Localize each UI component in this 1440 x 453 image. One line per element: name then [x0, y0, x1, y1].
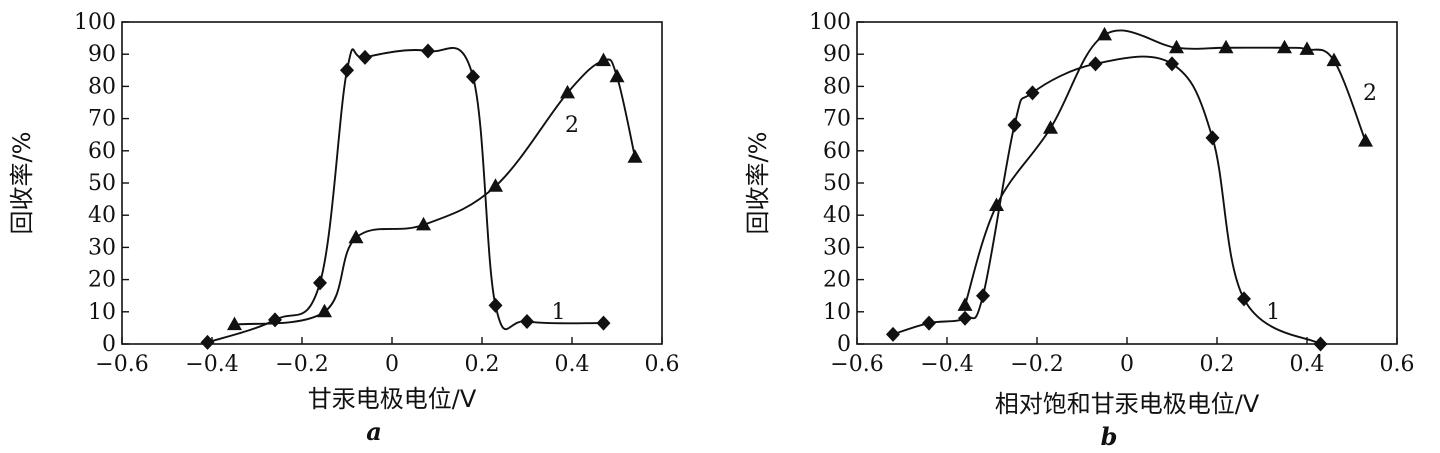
x-tick-label: 0.2	[465, 352, 500, 377]
x-tick-label: 0	[385, 352, 399, 377]
series-1-point	[488, 297, 503, 313]
series-1-point	[340, 62, 354, 78]
y-tick-label: 50	[823, 171, 851, 196]
series-2-point	[317, 303, 332, 318]
series-2-point	[609, 68, 625, 83]
series-2-point	[957, 297, 973, 311]
series-2-point	[596, 52, 611, 67]
y-tick-label: 40	[88, 203, 116, 228]
series-1-point	[596, 315, 611, 331]
x-tick-label: 0	[1120, 352, 1134, 377]
series-1-point	[520, 313, 534, 329]
y-tick-label: 70	[823, 107, 851, 132]
series-2-point	[627, 149, 643, 163]
curve-label: 1	[1266, 300, 1280, 325]
y-tick-label: 10	[88, 300, 116, 325]
series-2-point	[1043, 120, 1058, 134]
series-1-point	[200, 334, 215, 350]
series-2-point	[1358, 133, 1373, 147]
y-tick-label: 80	[88, 74, 116, 99]
x-tick-label: 0.4	[1290, 352, 1325, 377]
series-1-point	[313, 275, 327, 291]
series-1-point	[421, 43, 435, 59]
series-2-point	[488, 178, 503, 192]
series-1-point	[466, 69, 480, 85]
plot-frame	[121, 21, 663, 345]
y-tick-label: 40	[823, 203, 851, 228]
x-tick-label: −0.6	[95, 352, 148, 377]
y-tick-label: 30	[88, 235, 116, 260]
y-tick-label: 0	[102, 332, 116, 357]
y-tick-label: 20	[823, 268, 851, 293]
series-1-point	[1007, 117, 1022, 133]
series-1-point	[1165, 56, 1179, 72]
x-tick-label: −0.6	[830, 352, 883, 377]
series-1-point	[268, 312, 282, 328]
y-tick-label: 80	[823, 74, 851, 99]
series-1-point	[886, 326, 900, 342]
panel-b: 0 10 20 30 40 50 60 70 80 90 100 −0.6 −0.4 −0.2 0 0.2 0.…	[744, 10, 1415, 451]
curve-label: 2	[565, 113, 579, 138]
y-tick-label: 20	[88, 268, 116, 293]
series-2-point	[989, 197, 1004, 212]
y-tick-label: 90	[88, 42, 116, 67]
y-tick-label: 100	[74, 10, 116, 35]
series-2-point	[227, 316, 242, 331]
x-axis-label: 甘汞电极电位/V	[308, 385, 477, 413]
series-1-point	[1025, 85, 1040, 101]
x-tick-label: 0.6	[1380, 352, 1415, 377]
y-axis-label: 回收率/%	[744, 132, 772, 235]
series-2-point	[1299, 41, 1315, 55]
subfigure-label: b	[1101, 422, 1118, 451]
y-tick-label: 50	[88, 171, 116, 196]
x-tick-label: −0.2	[275, 352, 328, 377]
series-2-point	[1277, 39, 1292, 54]
y-tick-label: 30	[823, 235, 851, 260]
series-1-point	[1088, 56, 1103, 72]
series-2-point	[1169, 39, 1184, 54]
y-axis-label: 回收率/%	[8, 132, 36, 235]
x-axis-label: 相对饱和甘汞电极电位/V	[995, 390, 1260, 418]
series-1-point	[1237, 291, 1251, 307]
y-tick-label: 70	[88, 107, 116, 132]
series-1-point	[958, 310, 972, 326]
series-1-point	[1313, 336, 1328, 352]
series-1-point	[1205, 130, 1220, 146]
series-1-line	[207, 47, 604, 344]
series-1-point	[976, 288, 990, 304]
series-2-point	[560, 84, 575, 99]
panel-a: 0 10 20 30 40 50 60 70 80 90 100 −0.6 −0.4 −0.2 0 0.2 0.…	[8, 10, 680, 446]
plot-frame	[856, 21, 1398, 345]
x-tick-label: 0.6	[645, 352, 680, 377]
series-2-point	[1097, 26, 1112, 41]
series-1-point	[358, 49, 372, 65]
x-tick-label: 0.4	[555, 352, 590, 377]
series-1-line	[892, 55, 1321, 345]
x-tick-label: 0.2	[1200, 352, 1235, 377]
x-tick-label: −0.4	[920, 352, 973, 377]
y-tick-label: 60	[88, 139, 116, 164]
subfigure-label: a	[366, 417, 382, 446]
x-tick-label: −0.2	[1010, 352, 1063, 377]
x-tick-label: −0.4	[185, 352, 238, 377]
curve-label: 2	[1363, 81, 1377, 106]
y-tick-label: 90	[823, 42, 851, 67]
series-2-line	[964, 29, 1367, 306]
series-1-point	[922, 315, 936, 331]
series-2-point	[1326, 52, 1342, 67]
y-tick-label: 100	[809, 10, 851, 35]
series-2-point	[416, 216, 431, 231]
y-tick-label: 10	[823, 300, 851, 325]
curve-label: 1	[552, 300, 566, 325]
series-2-line	[234, 58, 636, 326]
y-tick-label: 60	[823, 139, 851, 164]
y-tick-label: 0	[837, 332, 851, 357]
series-2-point	[1218, 39, 1234, 54]
series-2-point	[348, 229, 364, 244]
